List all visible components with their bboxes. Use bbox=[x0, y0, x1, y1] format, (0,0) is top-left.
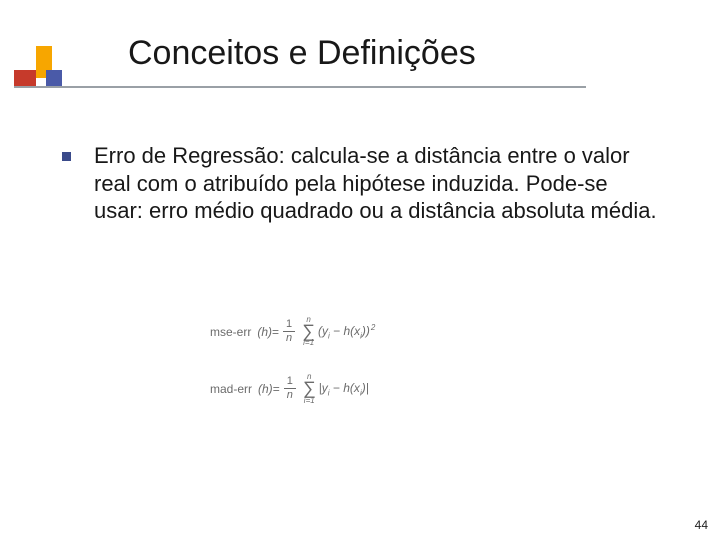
body-text: Erro de Regressão: calcula-se a distânci… bbox=[94, 142, 658, 225]
mse-frac-num: 1 bbox=[283, 319, 295, 332]
formula-mad: mad-err (h) = 1 n n ∑ i=1 |yi − h(xi)| bbox=[210, 373, 510, 404]
mse-sum: n ∑ i=1 bbox=[302, 316, 315, 347]
mse-frac: 1 n bbox=[283, 319, 295, 344]
mad-frac: 1 n bbox=[284, 376, 296, 401]
logo-block-red bbox=[14, 70, 36, 86]
mse-exp: 2 bbox=[371, 323, 375, 332]
mad-eq: = bbox=[273, 382, 280, 396]
title-underline bbox=[14, 86, 586, 88]
mse-term: (yi − h(xi))2 bbox=[318, 323, 375, 340]
sigma-icon: ∑ bbox=[302, 324, 315, 339]
mad-close: )| bbox=[362, 381, 369, 395]
mad-sum: n ∑ i=1 bbox=[303, 373, 316, 404]
mad-frac-num: 1 bbox=[284, 376, 296, 389]
slide: Conceitos e Definições Erro de Regressão… bbox=[0, 0, 720, 540]
bullet-icon bbox=[62, 152, 71, 161]
slide-logo bbox=[14, 46, 68, 88]
mad-minus: − h(x bbox=[330, 381, 360, 395]
mad-term: |yi − h(xi)| bbox=[319, 381, 369, 397]
mse-arg: (h) bbox=[257, 325, 272, 339]
formulas-block: mse-err (h) = 1 n n ∑ i=1 (yi − h(xi))2 m… bbox=[210, 316, 510, 431]
mad-sum-lb: i=1 bbox=[304, 397, 315, 405]
sigma-icon: ∑ bbox=[303, 381, 316, 396]
mse-minus: − h(x bbox=[330, 324, 360, 338]
mse-sum-lb: i=1 bbox=[303, 339, 314, 347]
formula-mse: mse-err (h) = 1 n n ∑ i=1 (yi − h(xi))2 bbox=[210, 316, 510, 347]
mad-arg: (h) bbox=[258, 382, 273, 396]
mse-close: )) bbox=[362, 324, 370, 338]
logo-block-blue bbox=[46, 70, 62, 86]
mad-label: mad-err bbox=[210, 382, 252, 396]
mse-frac-den: n bbox=[286, 332, 292, 344]
mse-label: mse-err bbox=[210, 325, 251, 339]
mse-eq: = bbox=[272, 325, 279, 339]
mad-frac-den: n bbox=[287, 389, 293, 401]
slide-title: Conceitos e Definições bbox=[128, 34, 476, 73]
page-number: 44 bbox=[695, 518, 708, 532]
